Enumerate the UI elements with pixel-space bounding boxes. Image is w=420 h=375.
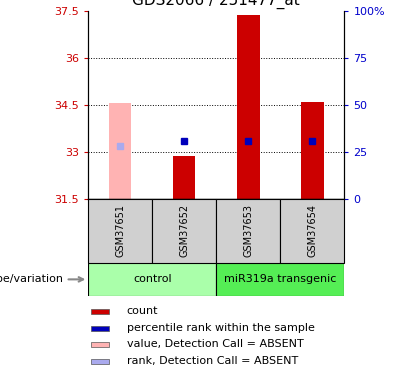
Text: percentile rank within the sample: percentile rank within the sample <box>126 323 315 333</box>
Text: GSM37652: GSM37652 <box>179 204 189 257</box>
Bar <box>281 199 344 262</box>
Bar <box>92 309 109 314</box>
Text: GSM37654: GSM37654 <box>307 204 318 257</box>
Title: GDS2066 / 251477_at: GDS2066 / 251477_at <box>132 0 300 9</box>
Bar <box>216 262 344 296</box>
Bar <box>109 104 131 199</box>
Text: miR319a transgenic: miR319a transgenic <box>224 274 336 284</box>
Bar <box>92 359 109 364</box>
Text: GSM37651: GSM37651 <box>115 204 125 257</box>
Text: rank, Detection Call = ABSENT: rank, Detection Call = ABSENT <box>126 356 298 366</box>
Text: GSM37653: GSM37653 <box>243 204 253 257</box>
Bar <box>152 199 216 262</box>
Bar <box>88 262 216 296</box>
Text: control: control <box>133 274 171 284</box>
Bar <box>301 102 323 199</box>
Bar <box>216 199 281 262</box>
Text: genotype/variation: genotype/variation <box>0 274 83 284</box>
Bar <box>237 15 260 199</box>
Bar <box>173 156 195 199</box>
Bar <box>92 326 109 331</box>
Text: count: count <box>126 306 158 316</box>
Text: value, Detection Call = ABSENT: value, Detection Call = ABSENT <box>126 339 303 349</box>
Bar <box>92 342 109 347</box>
Bar <box>88 199 152 262</box>
